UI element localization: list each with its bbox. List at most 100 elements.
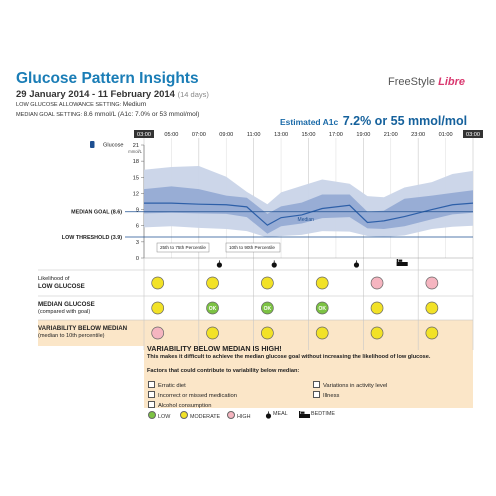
risk-dot: [425, 301, 439, 315]
median-goal-setting: MEDIAN GOAL SETTING: 8.6 mmol/L (A1c: 7.…: [16, 111, 199, 118]
row-title: MEDIAN GLUCOSE: [38, 301, 95, 308]
apple-stem: [268, 411, 269, 414]
y-tick-label: 18: [133, 159, 139, 165]
legend-moderate: MODERATE: [180, 411, 220, 420]
factor-erratic-diet[interactable]: Erratic diet: [148, 381, 186, 389]
y-tick-label: 3: [136, 240, 139, 246]
checkbox-icon[interactable]: [313, 381, 320, 388]
variability-warning: VARIABILITY BELOW MEDIAN IS HIGH! This m…: [147, 344, 457, 374]
percentile-bands: [144, 165, 474, 238]
factor-illness[interactable]: Illness: [313, 391, 339, 399]
yellow-dot-icon: [180, 411, 188, 419]
factor-alcohol[interactable]: Alcohol consumption: [148, 401, 212, 409]
time-label: 01:00: [439, 132, 453, 138]
risk-dot: [206, 276, 219, 290]
checkbox-icon[interactable]: [148, 391, 155, 398]
warning-title: VARIABILITY BELOW MEDIAN IS HIGH!: [147, 344, 282, 353]
brand-part1: FreeStyle: [388, 76, 436, 88]
legend-25-75-box: [156, 242, 210, 253]
factor-label: Illness: [323, 393, 340, 399]
legend-label: LOW: [158, 414, 171, 420]
brand-part2: Libre: [438, 76, 466, 88]
sensor-icon: [90, 141, 95, 148]
factor-label: Erratic diet: [158, 383, 186, 389]
risk-dot: [261, 276, 274, 290]
row-label-median-glucose: MEDIAN GLUCOSE (compared with goal): [38, 301, 95, 316]
y-tick-label: 21: [133, 143, 139, 149]
reference-lines: [125, 211, 473, 238]
legend-label: MODERATE: [190, 414, 221, 420]
median-setting-label: MEDIAN GOAL SETTING:: [16, 112, 82, 118]
risk-dot: [261, 326, 274, 340]
y-tick-label: 6: [136, 224, 139, 230]
y-tick-label: 12: [133, 191, 139, 197]
time-label: 03:00: [137, 132, 151, 138]
low-allowance-setting: LOW GLUCOSE ALLOWANCE SETTING: Medium: [16, 101, 146, 108]
factor-activity[interactable]: Variations in activity level: [313, 381, 387, 389]
y-tick-label: 9: [136, 208, 139, 214]
row-sub-above: Likelihood of: [38, 276, 70, 282]
days-count: (14 days): [177, 90, 209, 99]
checkbox-icon[interactable]: [148, 401, 155, 408]
median-curve-label: Median: [298, 217, 315, 223]
time-label-box: [134, 130, 154, 138]
checkbox-icon[interactable]: [313, 391, 320, 398]
risk-dot: [425, 276, 439, 290]
time-label: 15:00: [302, 132, 316, 138]
apple-icon: [271, 262, 277, 268]
bed-icon: [299, 414, 310, 418]
glucose-label: Glucose: [103, 143, 124, 149]
checkbox-icon[interactable]: [148, 381, 155, 388]
legend-meal: MEAL: [265, 411, 288, 417]
time-label: 23:00: [411, 132, 425, 138]
green-dot-icon: [148, 411, 156, 419]
event-markers: [216, 259, 408, 268]
legend-low: LOW: [148, 411, 170, 420]
time-label-box: [463, 130, 483, 138]
row-title: VARIABILITY BELOW MEDIAN: [38, 325, 128, 332]
low-setting-value: Medium: [122, 101, 147, 108]
apple-stem: [218, 260, 220, 263]
bed-post: [396, 259, 399, 266]
a1c-label: Estimated A1c: [280, 117, 339, 127]
matrix-cells: OK OK OK: [151, 276, 439, 340]
risk-dot: [315, 276, 329, 290]
risk-dot: [261, 301, 274, 315]
apple-stem: [273, 260, 275, 263]
estimated-a1c: Estimated A1c 7.2% or 55 mmol/mol: [280, 112, 467, 130]
risk-dot: [370, 301, 384, 315]
ok-label: OK: [318, 306, 326, 312]
factor-medication[interactable]: Incorrect or missed medication: [148, 391, 237, 399]
time-label: 07:00: [192, 132, 206, 138]
risk-dot: [315, 326, 329, 340]
legend-icons: [265, 411, 310, 419]
risk-dot: [370, 276, 384, 290]
date-range: 29 January 2014 - 11 February 2014 (14 d…: [16, 89, 209, 100]
time-label: 11:00: [247, 132, 261, 138]
bed-icon: [396, 262, 408, 266]
time-label: 17:00: [329, 132, 343, 138]
apple-icon: [265, 413, 272, 419]
ok-label: OK: [264, 306, 272, 312]
legend-label: MEAL: [273, 411, 288, 417]
low-threshold-label: LOW THRESHOLD (3.9): [62, 235, 122, 241]
legend-label: BEDTIME: [311, 411, 335, 417]
risk-dot: [206, 301, 219, 315]
report-title: Glucose Pattern Insights: [16, 70, 199, 87]
warning-subtitle: This makes it difficult to achieve the m…: [147, 354, 431, 360]
risk-dot: [151, 326, 165, 340]
a1c-value: 7.2% or 55 mmol/mol: [342, 114, 468, 128]
time-label: 13:00: [274, 132, 288, 138]
bed-pillow: [398, 259, 403, 262]
legend-bedtime: BEDTIME: [299, 411, 335, 417]
freestyle-libre-logo: FreeStyle Libre: [388, 76, 465, 88]
apple-icon: [353, 262, 360, 268]
risk-dot: [206, 326, 219, 340]
bed-pillow: [301, 411, 305, 414]
time-label: 21:00: [384, 132, 398, 138]
row-label-variability: VARIABILITY BELOW MEDIAN (median to 10th…: [38, 325, 127, 340]
factor-label: Variations in activity level: [323, 383, 388, 389]
risk-dot: [370, 326, 384, 340]
median-setting-value: 8.6 mmol/L (A1c: 7.0% or 53 mmol/mol): [83, 111, 200, 118]
